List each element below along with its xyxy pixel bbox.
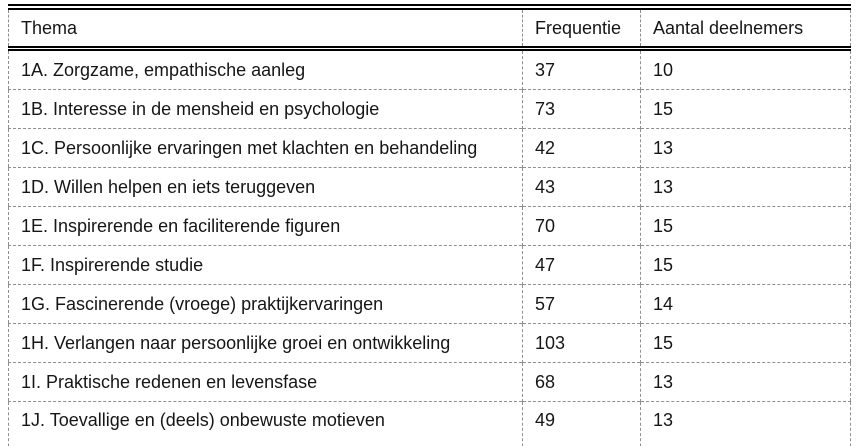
cell-thema: 1E. Inspirerende en faciliterende figure…	[8, 206, 523, 246]
table-row: 1J. Toevallige en (deels) onbewuste moti…	[8, 401, 851, 446]
cell-frequentie: 57	[522, 284, 641, 324]
cell-deelnemers: 10	[640, 48, 851, 90]
cell-deelnemers: 15	[640, 89, 851, 129]
header-row: Thema Frequentie Aantal deelnemers	[8, 7, 851, 51]
cell-frequentie: 37	[522, 48, 641, 90]
cell-thema: 1D. Willen helpen en iets teruggeven	[8, 167, 523, 207]
table-row: 1I. Praktische redenen en levensfase 68 13	[8, 362, 851, 402]
cell-deelnemers: 15	[640, 323, 851, 363]
cell-frequentie: 49	[522, 401, 641, 446]
cell-deelnemers: 14	[640, 284, 851, 324]
cell-thema: 1J. Toevallige en (deels) onbewuste moti…	[8, 401, 523, 446]
cell-thema: 1F. Inspirerende studie	[8, 245, 523, 285]
cell-deelnemers: 13	[640, 362, 851, 402]
cell-thema: 1A. Zorgzame, empathische aanleg	[8, 48, 523, 90]
column-header-aantal-deelnemers: Aantal deelnemers	[640, 7, 851, 51]
cell-frequentie: 73	[522, 89, 641, 129]
cell-frequentie: 68	[522, 362, 641, 402]
cell-thema: 1C. Persoonlijke ervaringen met klachten…	[8, 128, 523, 168]
cell-frequentie: 70	[522, 206, 641, 246]
cell-frequentie: 47	[522, 245, 641, 285]
table-row: 1D. Willen helpen en iets teruggeven 43 13	[8, 167, 851, 207]
cell-thema: 1H. Verlangen naar persoonlijke groei en…	[8, 323, 523, 363]
column-header-frequentie: Frequentie	[522, 7, 641, 51]
cell-deelnemers: 15	[640, 245, 851, 285]
table-row: 1F. Inspirerende studie 47 15	[8, 245, 851, 285]
cell-frequentie: 43	[522, 167, 641, 207]
cell-deelnemers: 13	[640, 128, 851, 168]
table-body: 1A. Zorgzame, empathische aanleg 37 10 1B. …	[8, 48, 851, 446]
cell-deelnemers: 13	[640, 167, 851, 207]
column-header-thema: Thema	[8, 7, 523, 51]
thema-frequentie-table: Thema Frequentie Aantal deelnemers 1A. Z…	[8, 4, 851, 446]
table-row: 1E. Inspirerende en faciliterende figure…	[8, 206, 851, 246]
table-header: Thema Frequentie Aantal deelnemers	[8, 7, 851, 51]
cell-frequentie: 103	[522, 323, 641, 363]
cell-thema: 1G. Fascinerende (vroege) praktijkervari…	[8, 284, 523, 324]
cell-thema: 1B. Interesse in de mensheid en psycholo…	[8, 89, 523, 129]
table-row: 1G. Fascinerende (vroege) praktijkervari…	[8, 284, 851, 324]
table-row: 1H. Verlangen naar persoonlijke groei en…	[8, 323, 851, 363]
cell-thema: 1I. Praktische redenen en levensfase	[8, 362, 523, 402]
cell-frequentie: 42	[522, 128, 641, 168]
table-row: 1C. Persoonlijke ervaringen met klachten…	[8, 128, 851, 168]
table-row: 1B. Interesse in de mensheid en psycholo…	[8, 89, 851, 129]
table-row: 1A. Zorgzame, empathische aanleg 37 10	[8, 48, 851, 90]
cell-deelnemers: 13	[640, 401, 851, 446]
cell-deelnemers: 15	[640, 206, 851, 246]
